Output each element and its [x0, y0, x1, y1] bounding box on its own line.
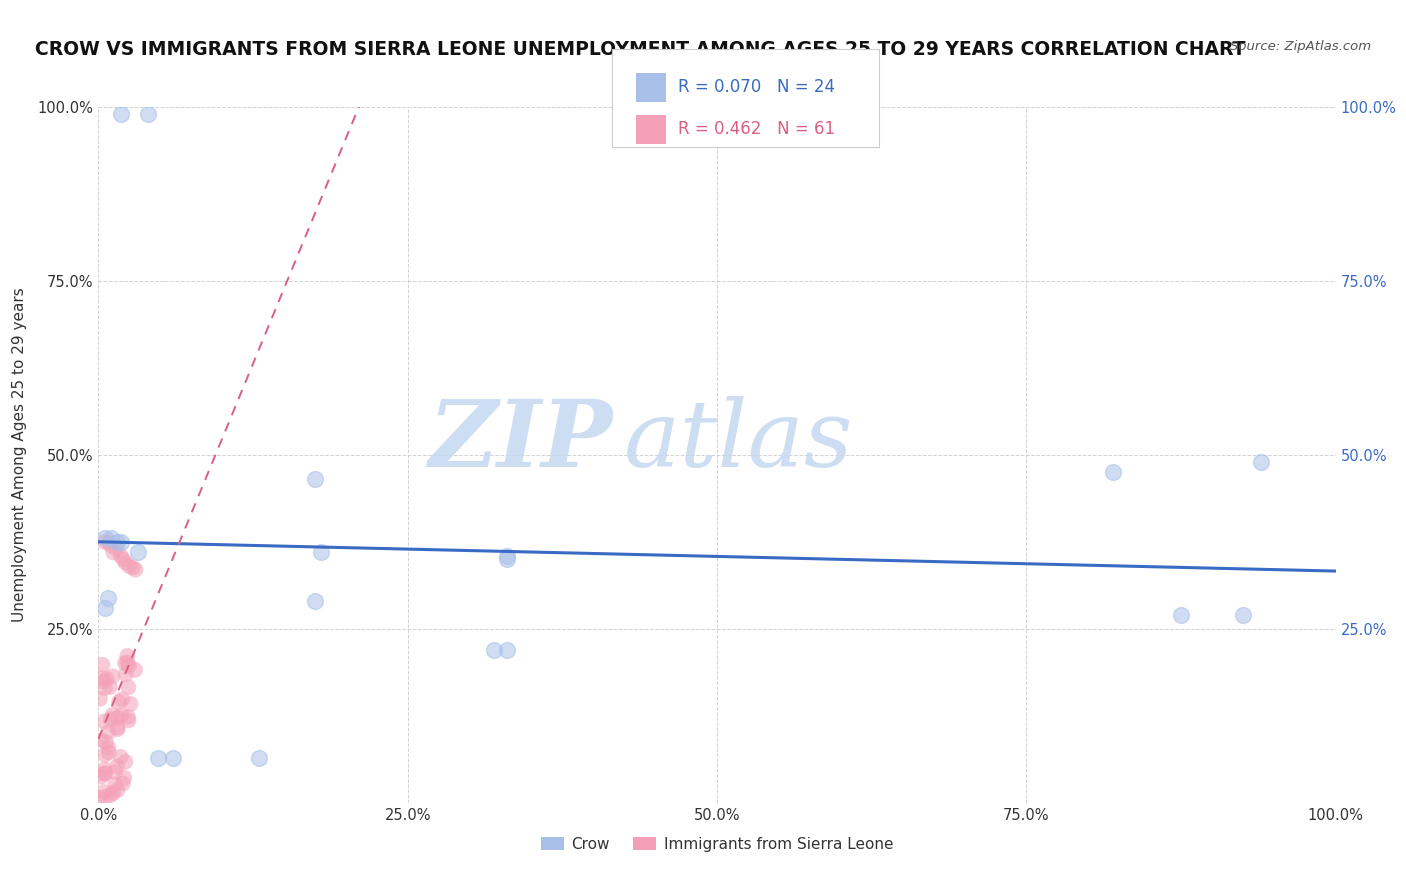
Point: [93, 714, 115, 729]
Point: [304, 472, 326, 486]
Point: [110, 708, 132, 723]
Point: [110, 549, 132, 563]
Point: [105, 534, 128, 549]
Point: [103, 545, 125, 559]
Point: [114, 556, 136, 570]
Point: [1250, 455, 1272, 469]
Point: [304, 594, 326, 608]
Point: [118, 559, 141, 574]
Point: [114, 755, 136, 769]
Point: [105, 541, 128, 556]
Point: [117, 681, 139, 695]
Point: [117, 656, 139, 670]
Point: [1102, 466, 1125, 480]
Text: atlas: atlas: [624, 396, 853, 486]
Point: [108, 695, 131, 709]
Point: [1232, 607, 1254, 622]
Point: [89, 691, 111, 706]
Point: [94, 789, 117, 804]
Point: [124, 663, 146, 677]
Point: [98, 680, 121, 694]
Point: [111, 776, 134, 790]
Point: [104, 777, 127, 791]
Point: [127, 545, 149, 559]
Point: [117, 714, 139, 728]
Point: [110, 750, 132, 764]
Point: [90, 770, 112, 784]
Point: [146, 750, 169, 764]
Point: [93, 785, 115, 799]
Point: [97, 725, 120, 739]
Point: [110, 107, 132, 121]
Text: Source: ZipAtlas.com: Source: ZipAtlas.com: [1230, 40, 1371, 54]
Point: [117, 648, 139, 663]
Text: R = 0.070   N = 24: R = 0.070 N = 24: [678, 78, 835, 96]
Point: [112, 552, 135, 566]
Point: [93, 534, 115, 549]
Point: [309, 545, 332, 559]
Point: [247, 750, 270, 764]
Point: [124, 563, 146, 577]
Point: [105, 759, 128, 773]
Text: ZIP: ZIP: [427, 396, 612, 486]
Point: [93, 762, 115, 776]
Point: [93, 766, 115, 780]
Point: [94, 747, 117, 762]
Text: CROW VS IMMIGRANTS FROM SIERRA LEONE UNEMPLOYMENT AMONG AGES 25 TO 29 YEARS CORR: CROW VS IMMIGRANTS FROM SIERRA LEONE UNE…: [35, 40, 1246, 59]
Point: [495, 549, 517, 563]
Point: [162, 750, 184, 764]
Point: [495, 642, 517, 657]
Point: [101, 669, 124, 683]
Point: [484, 642, 506, 657]
Point: [91, 671, 114, 685]
Point: [100, 532, 122, 546]
Point: [495, 552, 517, 566]
Point: [100, 712, 122, 726]
Point: [136, 107, 159, 121]
Point: [110, 534, 132, 549]
Point: [100, 788, 122, 802]
Point: [103, 786, 125, 800]
Point: [100, 538, 122, 552]
Point: [107, 723, 129, 737]
Point: [97, 534, 120, 549]
Text: R = 0.462   N = 61: R = 0.462 N = 61: [678, 120, 835, 138]
Point: [104, 764, 127, 779]
Point: [107, 783, 129, 797]
Point: [120, 697, 142, 711]
Point: [97, 746, 120, 760]
Point: [94, 766, 117, 780]
Point: [90, 733, 112, 747]
Point: [122, 560, 145, 574]
Point: [93, 601, 115, 615]
Point: [111, 692, 134, 706]
Point: [107, 711, 129, 725]
Point: [1170, 607, 1192, 622]
Point: [97, 591, 120, 605]
Point: [93, 681, 115, 695]
Point: [117, 710, 139, 724]
Point: [91, 657, 114, 672]
Point: [97, 740, 120, 755]
Point: [94, 735, 117, 749]
Point: [93, 674, 115, 689]
Point: [114, 667, 136, 681]
Legend: Crow, Immigrants from Sierra Leone: Crow, Immigrants from Sierra Leone: [534, 830, 900, 858]
Point: [101, 708, 124, 723]
Point: [112, 771, 135, 785]
Point: [89, 790, 111, 805]
Point: [96, 672, 118, 686]
Point: [93, 532, 115, 546]
Point: [114, 656, 136, 670]
Y-axis label: Unemployment Among Ages 25 to 29 years: Unemployment Among Ages 25 to 29 years: [11, 287, 27, 623]
Point: [107, 721, 129, 735]
Point: [118, 658, 141, 673]
